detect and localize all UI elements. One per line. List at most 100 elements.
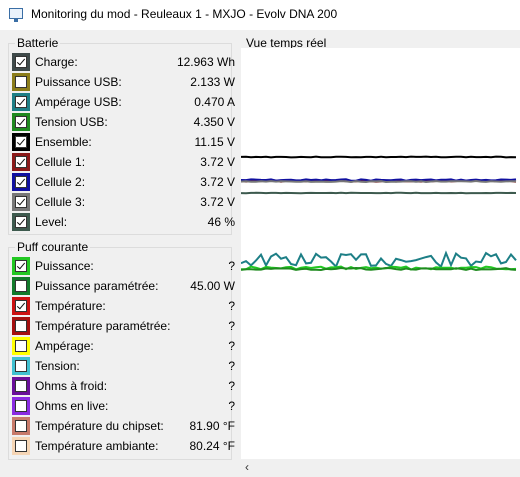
row-value: 3.72 V xyxy=(200,175,235,189)
row-label: Ensemble: xyxy=(35,135,92,149)
scroll-left-icon[interactable]: ‹ xyxy=(245,460,249,474)
row-label: Puissance: xyxy=(35,259,94,273)
battery-row-puissance-usb[interactable]: Puissance USB: 2.133 W xyxy=(9,72,237,92)
row-value: 81.90 °F xyxy=(189,419,236,433)
horizontal-scrollbar[interactable]: ‹ xyxy=(241,459,520,477)
puff-row-temperature-parametree[interactable]: Température paramétrée:? xyxy=(9,316,237,336)
series-checkbox[interactable] xyxy=(15,260,27,272)
battery-row-level[interactable]: Level: 46 % xyxy=(9,212,237,232)
series-checkbox[interactable] xyxy=(15,360,27,372)
color-swatch xyxy=(12,397,30,415)
series-checkbox[interactable] xyxy=(15,300,27,312)
series-checkbox[interactable] xyxy=(15,440,27,452)
series-checkbox[interactable] xyxy=(15,116,27,128)
window-client: Batterie Charge: 12.963 Wh Puissance USB: 2… xyxy=(0,30,520,477)
row-value: 80.24 °F xyxy=(189,439,236,453)
series-checkbox[interactable] xyxy=(15,96,27,108)
row-label: Tension USB: xyxy=(35,115,108,129)
color-swatch xyxy=(12,277,30,295)
battery-row-tension-usb[interactable]: Tension USB: 4.350 V xyxy=(9,112,237,132)
series-checkbox[interactable] xyxy=(15,56,27,68)
row-label: Level: xyxy=(35,215,68,229)
color-swatch xyxy=(12,153,30,171)
row-label: Ohms en live: xyxy=(35,399,109,413)
series-checkbox[interactable] xyxy=(15,340,27,352)
row-label: Cellule 3: xyxy=(35,195,86,209)
battery-row-amperage-usb[interactable]: Ampérage USB: 0.470 A xyxy=(9,92,237,112)
series-checkbox[interactable] xyxy=(15,176,27,188)
puff-row-temperature-du-chipset[interactable]: Température du chipset: 81.90 °F xyxy=(9,416,237,436)
row-value: ? xyxy=(228,339,235,353)
trace-cellule-3 xyxy=(240,179,517,184)
series-checkbox[interactable] xyxy=(15,76,27,88)
trace-amperage-usb xyxy=(240,250,517,269)
color-swatch xyxy=(12,357,30,375)
row-value: 45.00 W xyxy=(190,279,235,293)
row-label: Ampérage USB: xyxy=(35,95,122,109)
monitor-icon xyxy=(9,8,23,22)
row-label: Puissance paramétrée: xyxy=(35,279,159,293)
row-label: Tension: xyxy=(35,359,80,373)
series-checkbox[interactable] xyxy=(15,380,27,392)
color-swatch xyxy=(12,133,30,151)
puff-row-tension[interactable]: Tension:? xyxy=(9,356,237,376)
battery-group-label: Batterie xyxy=(15,36,61,50)
battery-row-charge[interactable]: Charge: 12.963 Wh xyxy=(9,52,237,72)
series-checkbox[interactable] xyxy=(15,320,27,332)
series-checkbox[interactable] xyxy=(15,280,27,292)
trace-tension-usb xyxy=(240,266,517,272)
battery-row-cellule-2[interactable]: Cellule 2: 3.72 V xyxy=(9,172,237,192)
row-label: Température: xyxy=(35,299,106,313)
puff-group-label: Puff courante xyxy=(15,240,91,254)
battery-row-cellule-3[interactable]: Cellule 3: 3.72 V xyxy=(9,192,237,212)
series-checkbox[interactable] xyxy=(15,400,27,412)
series-checkbox[interactable] xyxy=(15,420,27,432)
row-value: 11.15 V xyxy=(194,135,235,149)
puff-row-temperature-ambiante[interactable]: Température ambiante: 80.24 °F xyxy=(9,436,237,456)
row-label: Charge: xyxy=(35,55,78,69)
color-swatch xyxy=(12,213,30,231)
puff-row-ohms-en-live[interactable]: Ohms en live:? xyxy=(9,396,237,416)
series-checkbox[interactable] xyxy=(15,136,27,148)
series-checkbox[interactable] xyxy=(15,156,27,168)
title-bar: Monitoring du mod - Reuleaux 1 - MXJO - … xyxy=(0,0,520,30)
battery-group: Batterie Charge: 12.963 Wh Puissance USB: 2… xyxy=(8,36,235,235)
row-value: ? xyxy=(228,319,235,333)
row-label: Température paramétrée: xyxy=(35,319,171,333)
row-label: Température ambiante: xyxy=(35,439,159,453)
row-value: 46 % xyxy=(207,215,235,229)
color-swatch xyxy=(12,53,30,71)
row-label: Température du chipset: xyxy=(35,419,164,433)
row-value: 0.470 A xyxy=(194,95,235,109)
row-value: 3.72 V xyxy=(200,195,235,209)
series-checkbox[interactable] xyxy=(15,196,27,208)
row-value: ? xyxy=(228,299,235,313)
row-value: 3.72 V xyxy=(200,155,235,169)
color-swatch xyxy=(12,297,30,315)
trace-ensemble xyxy=(240,155,517,159)
battery-row-cellule-1[interactable]: Cellule 1: 3.72 V xyxy=(9,152,237,172)
puff-row-amperage[interactable]: Ampérage:? xyxy=(9,336,237,356)
row-label: Cellule 2: xyxy=(35,175,86,189)
puff-row-ohms-a-froid[interactable]: Ohms à froid:? xyxy=(9,376,237,396)
realtime-chart[interactable]: ‹ xyxy=(240,48,520,477)
color-swatch xyxy=(12,377,30,395)
realtime-chart-plot xyxy=(240,155,517,272)
row-value: 12.963 Wh xyxy=(176,55,235,69)
color-swatch xyxy=(12,193,30,211)
puff-row-temperature[interactable]: Température:? xyxy=(9,296,237,316)
battery-row-ensemble[interactable]: Ensemble: 11.15 V xyxy=(9,132,237,152)
realtime-label: Vue temps réel xyxy=(244,36,329,50)
row-label: Puissance USB: xyxy=(35,75,122,89)
row-value: 4.350 V xyxy=(193,115,235,129)
puff-row-puissance[interactable]: Puissance:? xyxy=(9,256,237,276)
series-checkbox[interactable] xyxy=(15,216,27,228)
row-label: Ampérage: xyxy=(35,339,94,353)
window-title: Monitoring du mod - Reuleaux 1 - MXJO - … xyxy=(31,7,338,21)
row-label: Cellule 1: xyxy=(35,155,86,169)
color-swatch xyxy=(12,337,30,355)
trace-cellule-2 xyxy=(240,178,517,182)
puff-row-puissance-parametree[interactable]: Puissance paramétrée: 45.00 W xyxy=(9,276,237,296)
color-swatch xyxy=(12,113,30,131)
color-swatch xyxy=(12,173,30,191)
